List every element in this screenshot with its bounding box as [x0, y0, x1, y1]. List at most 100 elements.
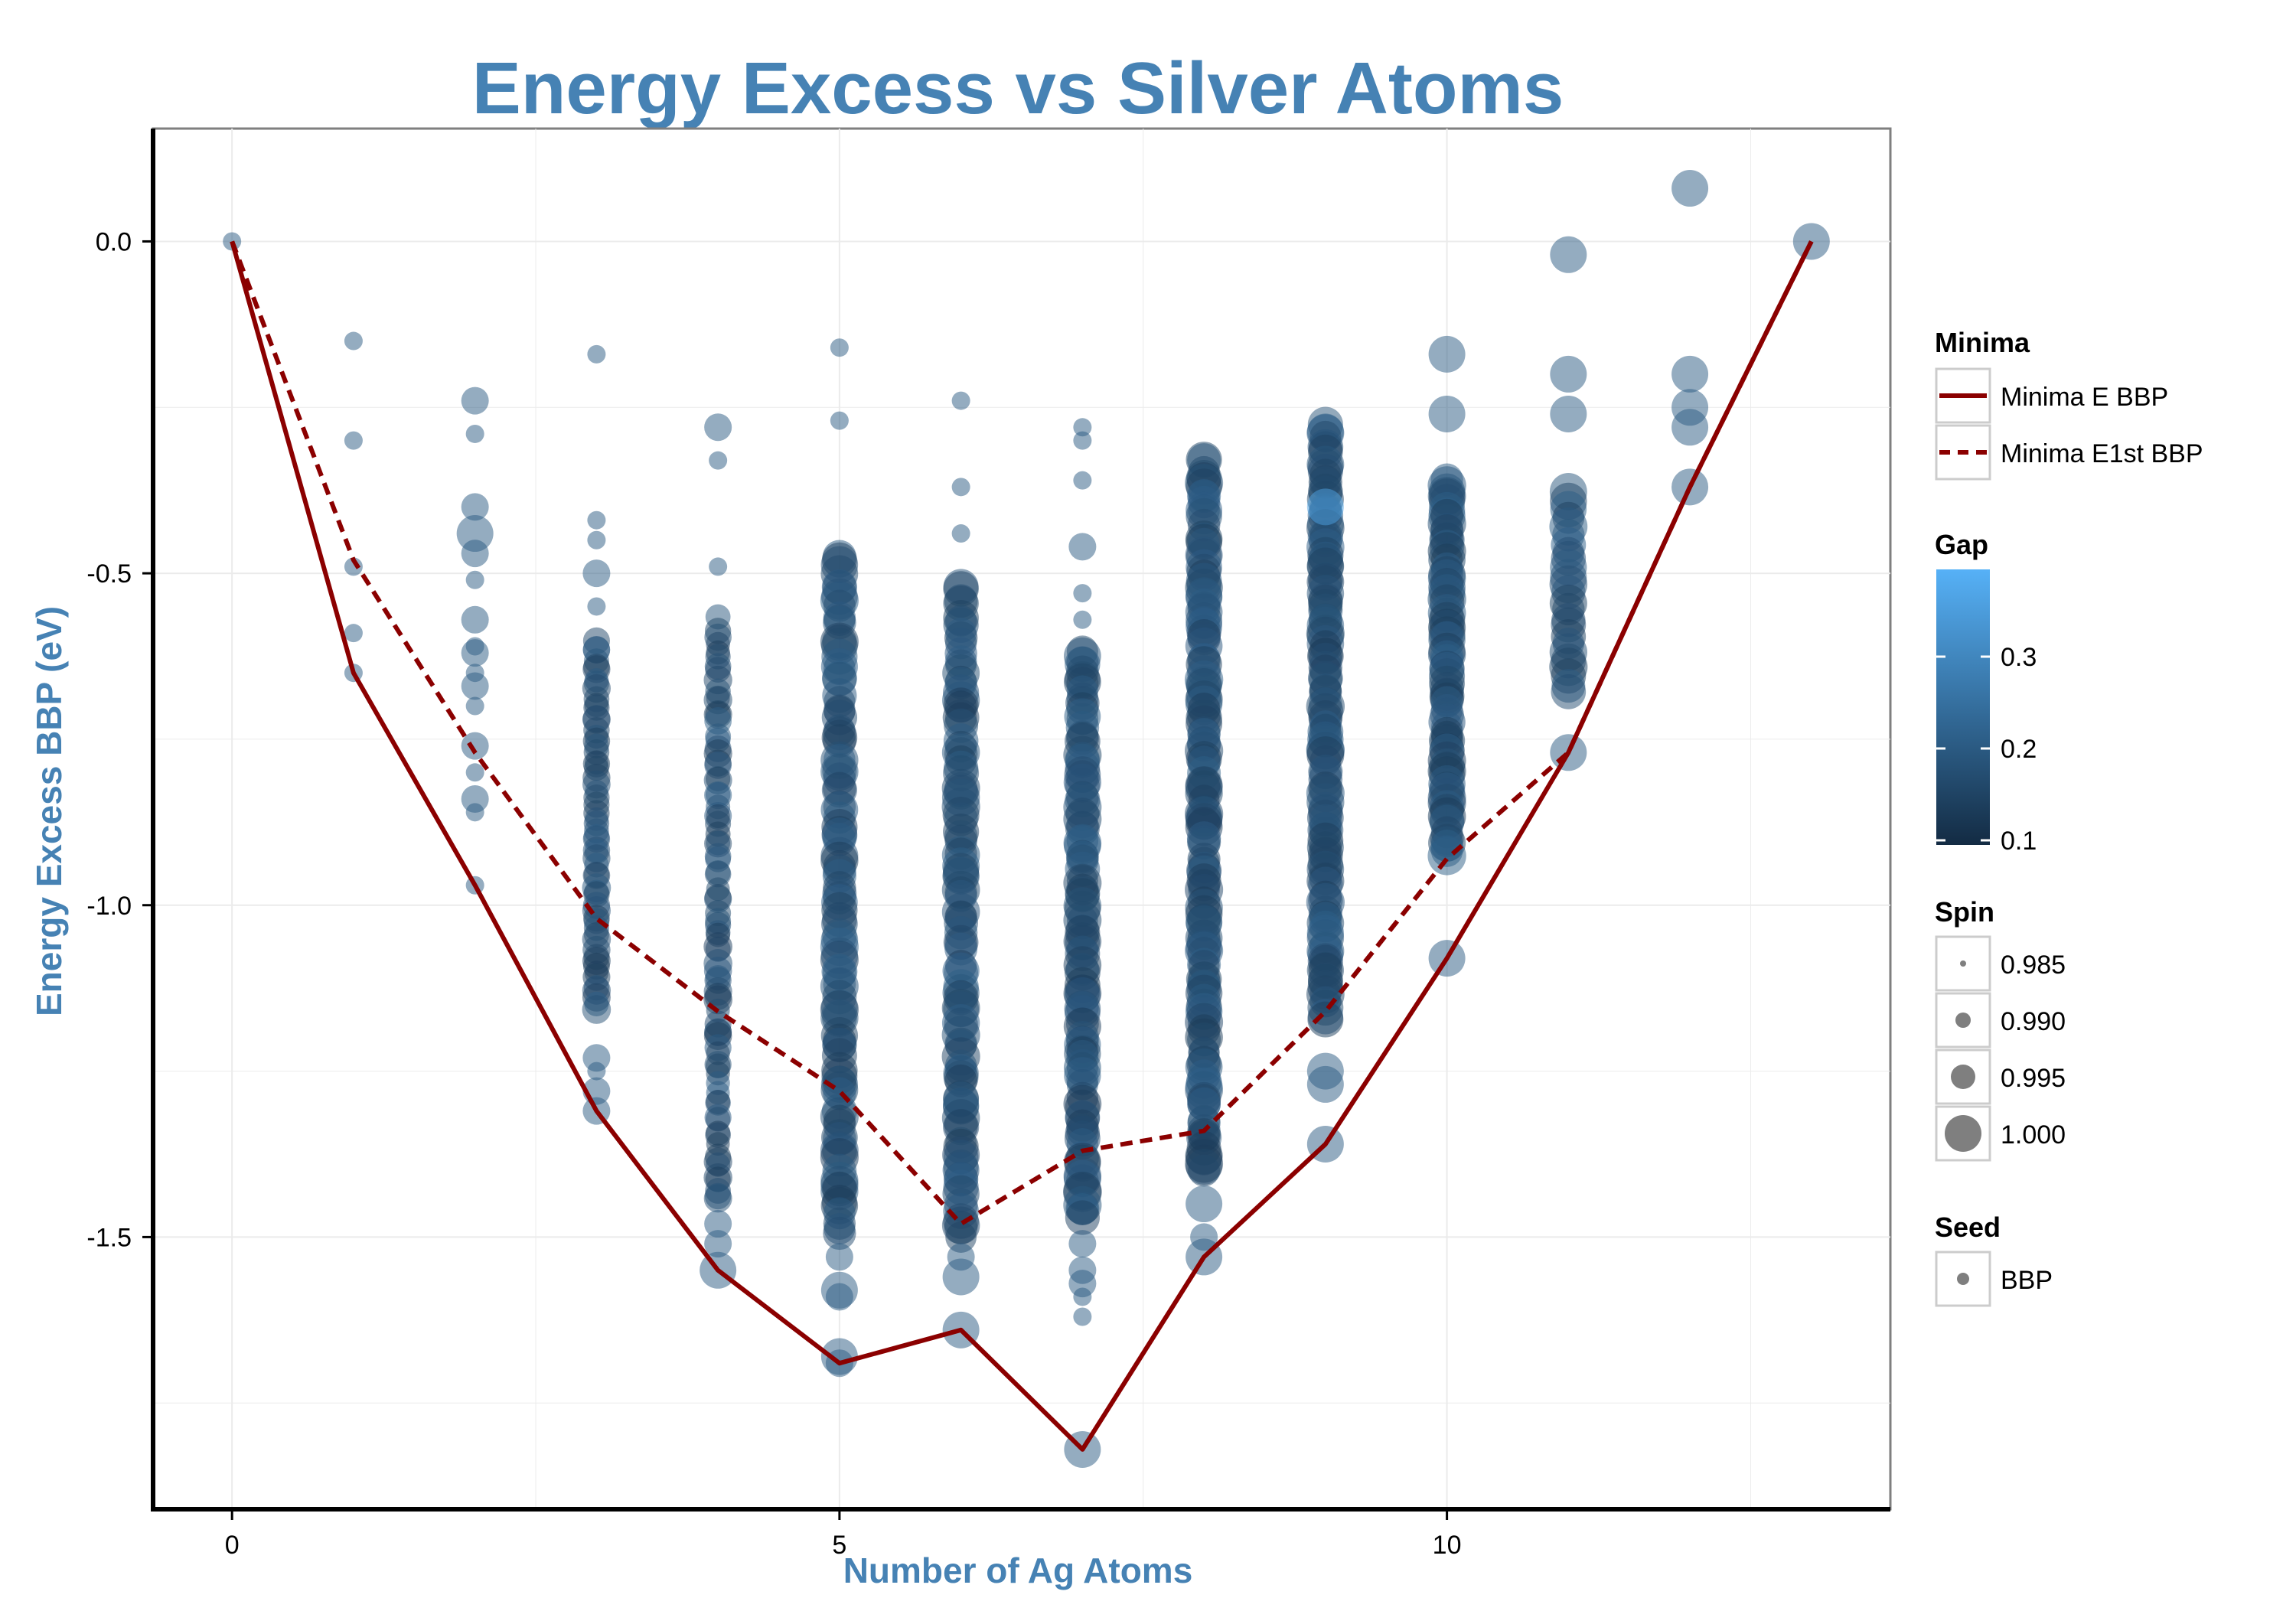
data-point [465, 696, 484, 716]
data-point [465, 763, 484, 782]
data-point [1306, 1065, 1344, 1103]
data-point [461, 784, 489, 813]
data-point [587, 344, 606, 364]
minima-e-line [230, 240, 1814, 1452]
data-point [951, 478, 970, 497]
data-point [1068, 1270, 1097, 1298]
data-points [223, 170, 1830, 1468]
data-point [582, 559, 611, 588]
legend-seed-marker [1957, 1273, 1969, 1285]
data-point [461, 639, 489, 667]
data-point [1550, 395, 1587, 432]
data-point [951, 391, 970, 410]
data-point [1551, 674, 1587, 709]
legend-label-spin: 0.995 [2001, 1064, 2066, 1093]
axes: 0 5 10 0.0 -0.5 -1.0 -1.5 [86, 129, 1890, 1560]
data-point [1073, 431, 1092, 450]
data-point [1550, 236, 1587, 273]
chart-title: Energy Excess vs Silver Atoms [472, 47, 1564, 129]
legend-label-spin: 0.985 [2001, 951, 2066, 980]
data-point [461, 605, 489, 634]
legend-label-spin: 0.990 [2001, 1007, 2066, 1036]
y-tick-label: -1.0 [86, 892, 132, 921]
data-point [461, 540, 489, 568]
y-tick-label: 0.0 [96, 227, 132, 256]
legend-label-spin: 1.000 [2001, 1120, 2066, 1150]
data-point [344, 331, 363, 351]
data-point [704, 413, 732, 442]
data-point [825, 1283, 853, 1311]
data-point [1427, 836, 1466, 876]
data-point [1671, 409, 1709, 446]
data-point [830, 338, 849, 357]
data-point [587, 510, 606, 530]
data-point [1073, 610, 1092, 629]
gap-tick-label: 0.2 [2001, 735, 2037, 764]
minima-lines [230, 240, 1814, 1452]
data-point [1068, 533, 1097, 561]
data-point [1428, 335, 1466, 373]
data-point [465, 570, 484, 589]
data-point [1073, 1307, 1092, 1326]
legend-gap-title: Gap [1935, 529, 1988, 560]
panel-background [152, 127, 1892, 1511]
data-point [344, 624, 363, 643]
data-point [709, 451, 728, 470]
legend-label-minima-e: Minima E BBP [2001, 383, 2168, 412]
data-point [465, 424, 484, 443]
data-point [704, 1210, 732, 1238]
data-point [1073, 471, 1092, 490]
data-point [1428, 395, 1466, 432]
data-point [1550, 355, 1587, 393]
x-tick-label: 10 [1433, 1531, 1462, 1560]
data-point [465, 803, 484, 822]
data-point [461, 493, 489, 521]
data-point [942, 1258, 980, 1296]
x-tick-label: 5 [832, 1531, 846, 1560]
data-point [1307, 1001, 1344, 1038]
data-point [344, 431, 363, 450]
data-point [1073, 418, 1092, 437]
gap-colorbar-ticks: 0.3 0.2 0.1 [1936, 643, 2037, 856]
gap-tick-label: 0.1 [2001, 827, 2037, 856]
data-point [1306, 488, 1344, 526]
data-point [825, 1243, 853, 1271]
legend-label-bbp: BBP [2001, 1266, 2053, 1295]
data-point [587, 1061, 606, 1081]
y-axis-title: Energy Excess BBP (eV) [29, 606, 69, 1016]
data-point [456, 515, 494, 553]
legend-spin-marker [1955, 1013, 1971, 1028]
data-point [704, 1230, 732, 1258]
data-point [1065, 1200, 1100, 1235]
data-point [587, 530, 606, 550]
gap-colorbar [1936, 569, 1990, 845]
data-point [945, 1221, 977, 1253]
data-point [344, 557, 363, 576]
data-point [951, 524, 970, 543]
legend: Minima Minima E BBP Minima E1st BBP Gap … [1935, 327, 2203, 1307]
legend-spin-marker [1945, 1115, 1981, 1152]
x-tick-label: 0 [225, 1531, 240, 1560]
data-point [830, 411, 849, 430]
data-point [1068, 1230, 1097, 1258]
data-point [1671, 355, 1709, 393]
data-point [587, 597, 606, 616]
legend-spin-marker [1960, 960, 1966, 967]
data-point [1073, 1287, 1092, 1306]
data-point [461, 732, 489, 760]
legend-spin-keys: 0.985 0.990 0.995 1.000 [1935, 935, 2066, 1162]
legend-spin-title: Spin [1935, 896, 1994, 928]
legend-minima-title: Minima [1935, 327, 2030, 358]
y-tick-label: -1.5 [86, 1223, 132, 1252]
data-point [1671, 170, 1709, 207]
data-point [703, 1184, 732, 1213]
y-tick-label: -0.5 [86, 559, 132, 589]
gap-tick-label: 0.3 [2001, 643, 2037, 672]
data-point [1188, 1154, 1221, 1187]
legend-spin-marker [1951, 1065, 1975, 1089]
data-point [709, 557, 728, 576]
data-point [582, 995, 612, 1024]
minima-e1st-line [230, 240, 1814, 1227]
